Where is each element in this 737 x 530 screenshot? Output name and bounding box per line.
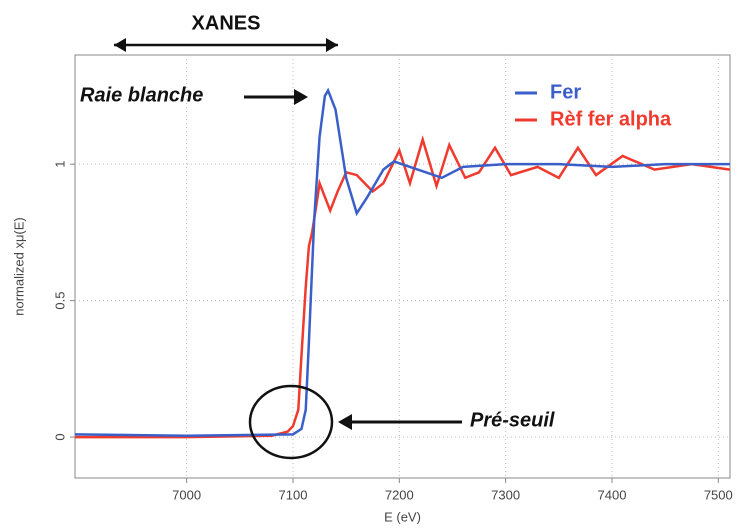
annotations: XANES Raie blanche Pré-seuil xyxy=(80,12,555,460)
x-axis-label: E (eV) xyxy=(384,509,421,524)
y-tick-label: 0.5 xyxy=(52,292,67,310)
plot-frame xyxy=(74,54,731,479)
plot: 7000 7100 7200 7300 7400 7500 0 0.5 1 E (eV) norma… xyxy=(11,54,733,524)
x-tick-label: 7300 xyxy=(491,487,520,502)
y-tick-label: 0 xyxy=(52,433,67,440)
x-tick-label: 7400 xyxy=(598,487,627,502)
pre-seuil-label: Pré-seuil xyxy=(470,409,555,431)
legend-label: Rèf fer alpha xyxy=(550,108,672,130)
raie-arrowhead xyxy=(294,89,308,105)
x-tick-label: 7500 xyxy=(704,487,733,502)
legend-label: Fer xyxy=(550,81,581,103)
series-line xyxy=(75,135,731,439)
pre-seuil-circle xyxy=(248,384,334,460)
x-tick-label: 7000 xyxy=(172,487,201,502)
xanes-label: XANES xyxy=(192,12,261,34)
y-tick-label: 1 xyxy=(52,161,67,168)
x-tick-label: 7100 xyxy=(279,487,308,502)
x-tick-label: 7200 xyxy=(385,487,414,502)
pre-seuil-arrowhead xyxy=(338,414,352,430)
series-line xyxy=(74,87,730,437)
y-axis-label: normalized xμ(E) xyxy=(11,217,26,316)
raie-label: Raie blanche xyxy=(80,84,203,106)
